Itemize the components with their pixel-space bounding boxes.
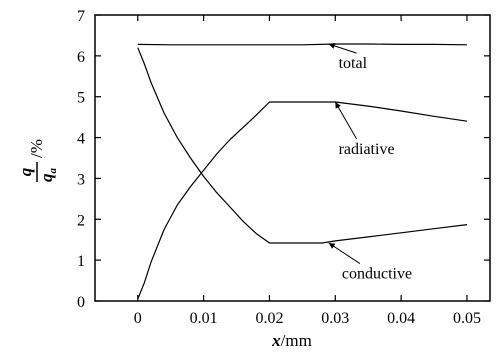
y-tick-label: 0 — [77, 294, 85, 311]
y-tick-label: 7 — [77, 8, 85, 25]
y-tick-label: 2 — [77, 212, 85, 229]
series-label-total: total — [339, 55, 368, 72]
series-line-total — [137, 43, 468, 46]
annotation-arrow-conductive — [328, 242, 361, 264]
series-label-radiative: radiative — [339, 141, 395, 158]
y-axis-unit: /% — [27, 139, 46, 158]
x-axis-unit: /mm — [281, 331, 312, 350]
y-axis-denominator: qa — [37, 168, 59, 183]
x-tick-label: 0.05 — [453, 310, 481, 327]
x-axis-title: x/mm — [271, 331, 312, 350]
series-annotations: total radiative conductive — [328, 43, 412, 283]
series-label-conductive: conductive — [342, 266, 412, 283]
y-axis-title: q qa /% — [16, 139, 59, 182]
y-tick-label: 5 — [77, 90, 85, 107]
x-tick-labels: 0 0.01 0.02 0.03 0.04 0.05 — [134, 310, 481, 327]
series-line-conductive — [137, 47, 468, 244]
annotation-arrowhead-conductive — [328, 242, 336, 249]
plot-area-frame — [94, 14, 491, 302]
annotation-arrow-radiative — [334, 101, 358, 140]
x-tick-label: 0 — [134, 310, 142, 327]
y-tick-label: 1 — [77, 253, 85, 270]
series-lines — [137, 43, 468, 300]
x-tick-label: 0.01 — [190, 310, 218, 327]
y-tick-label: 4 — [77, 131, 85, 148]
annotation-arrowhead-total — [328, 43, 336, 49]
annotation-arrowhead-radiative — [335, 102, 341, 109]
axis-ticks — [95, 14, 490, 302]
x-tick-label: 0.03 — [321, 310, 349, 327]
y-tick-label: 3 — [77, 171, 85, 188]
y-tick-labels: 0 1 2 3 4 5 6 7 — [77, 8, 85, 311]
y-axis-numerator: q — [16, 167, 35, 176]
series-line-radiative — [137, 101, 468, 300]
x-axis-var: x — [271, 331, 281, 350]
x-tick-label: 0.04 — [387, 310, 415, 327]
y-tick-label: 6 — [77, 49, 85, 66]
x-tick-label: 0.02 — [255, 310, 283, 327]
